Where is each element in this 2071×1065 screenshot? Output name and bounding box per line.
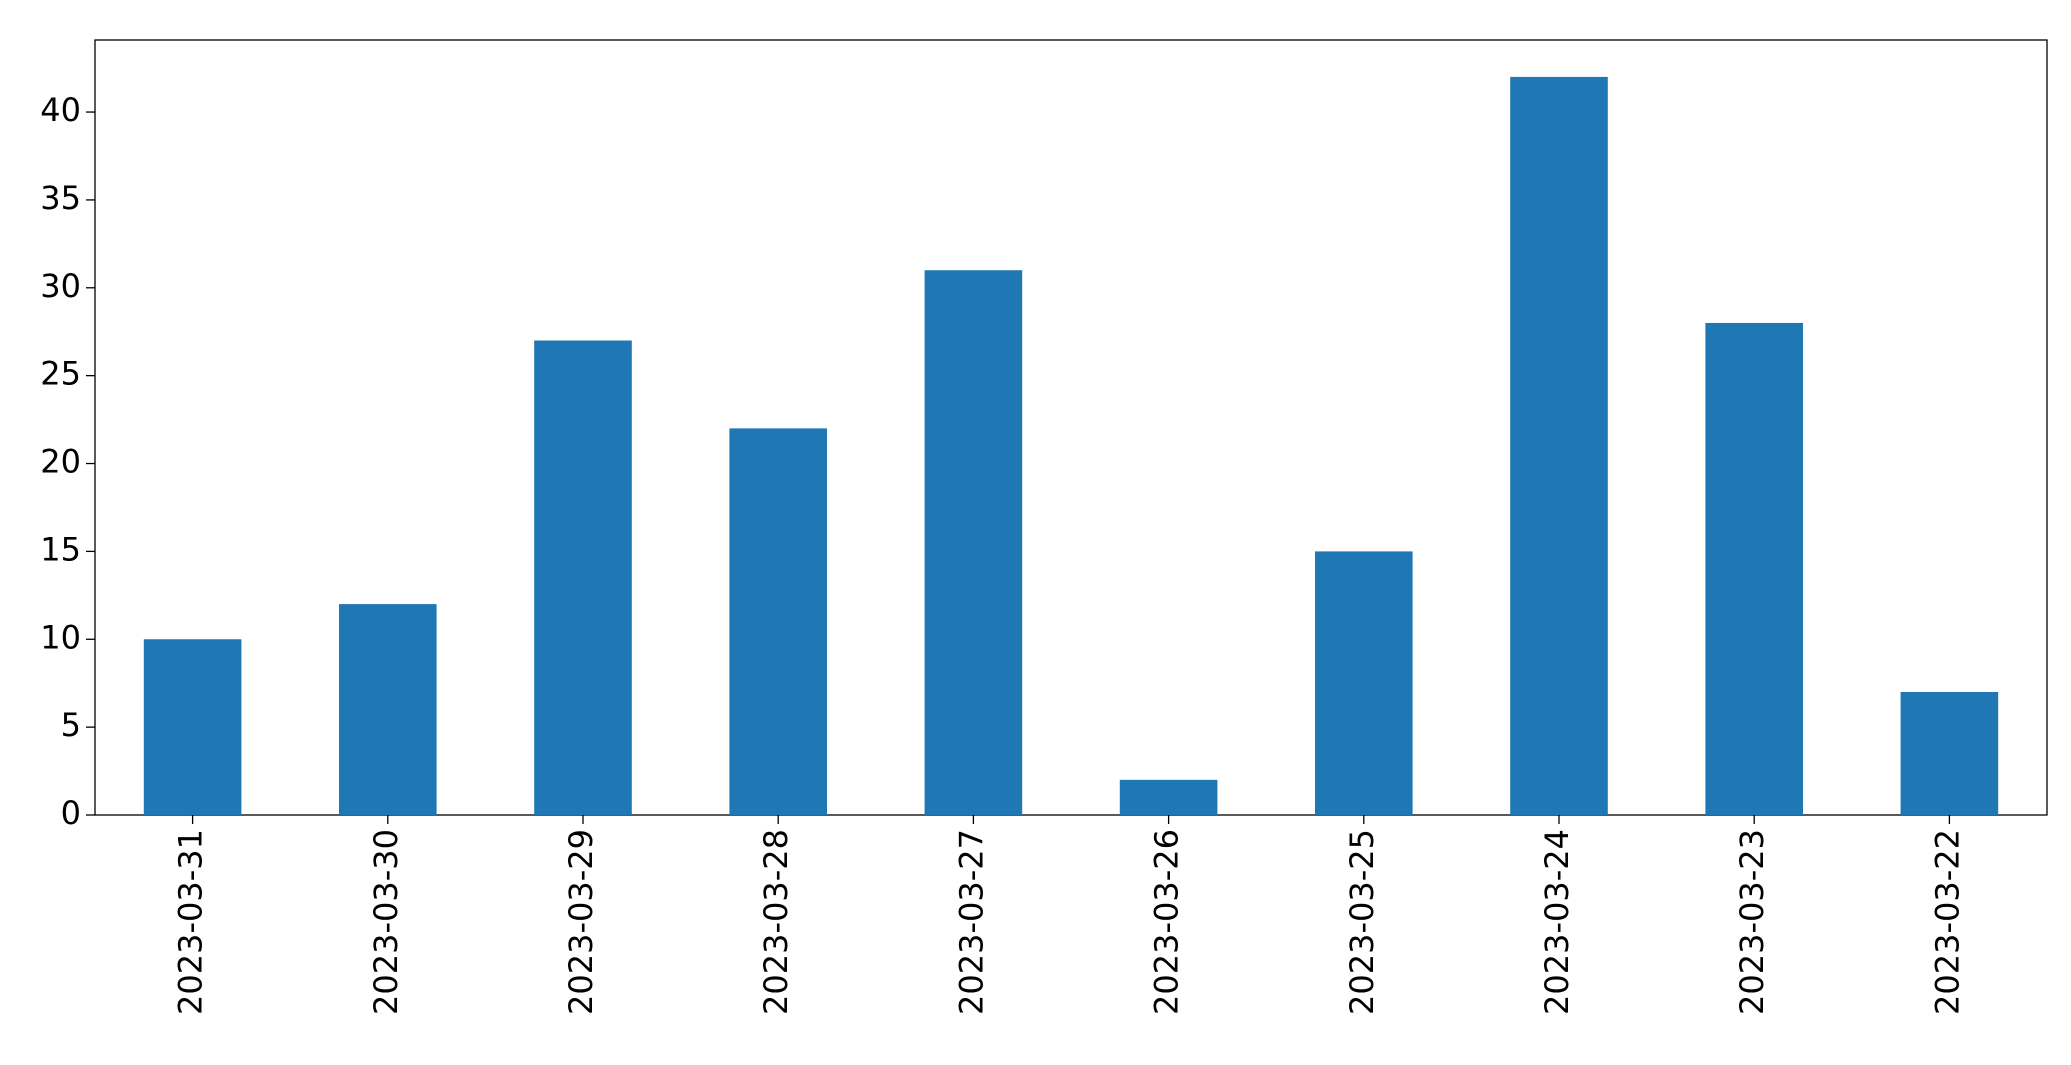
x-tick-label: 2023-03-24 — [1538, 829, 1576, 1015]
y-tick-label: 5 — [61, 706, 81, 744]
bar — [143, 639, 242, 815]
y-tick-label: 40 — [40, 91, 81, 129]
x-tick-label: 2023-03-28 — [757, 829, 795, 1015]
y-tick-label: 0 — [61, 794, 81, 832]
bar — [729, 428, 827, 815]
x-tick-label: 2023-03-23 — [1733, 829, 1771, 1015]
bar — [1705, 322, 1803, 815]
x-tick-label: 2023-03-30 — [367, 829, 405, 1015]
x-tick-label: 2023-03-26 — [1148, 829, 1186, 1015]
x-tick-label: 2023-03-31 — [172, 829, 210, 1015]
y-tick-label: 35 — [40, 179, 81, 217]
bar — [339, 604, 437, 815]
bar — [1510, 76, 1608, 815]
bar — [534, 340, 632, 815]
y-tick-label: 10 — [40, 618, 81, 656]
bar — [1315, 551, 1413, 815]
plot-frame — [94, 39, 2048, 816]
x-tick-label: 2023-03-27 — [952, 829, 990, 1015]
y-tick-label: 30 — [40, 267, 81, 305]
bar — [924, 270, 1023, 815]
bar — [1119, 779, 1218, 815]
x-tick-label: 2023-03-25 — [1343, 829, 1381, 1015]
y-tick-label: 25 — [40, 355, 81, 393]
bar — [1900, 691, 1999, 815]
x-tick-label: 2023-03-22 — [1928, 829, 1966, 1015]
y-tick-label: 15 — [40, 530, 81, 568]
x-tick-label: 2023-03-29 — [562, 829, 600, 1015]
y-tick-label: 20 — [40, 443, 81, 481]
